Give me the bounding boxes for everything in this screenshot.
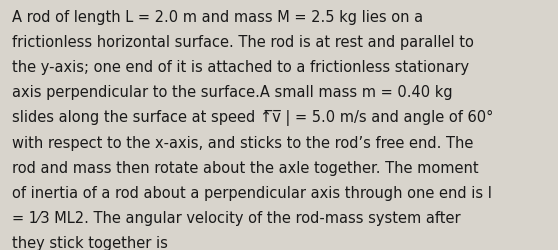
Text: A rod of length L = 2.0 m and mass M = 2.5 kg lies on a: A rod of length L = 2.0 m and mass M = 2…: [12, 10, 424, 25]
Text: they stick together is: they stick together is: [12, 235, 168, 250]
Text: with respect to the x-axis, and sticks to the rod’s free end. The: with respect to the x-axis, and sticks t…: [12, 135, 474, 150]
Text: rod and mass then rotate about the axle together. The moment: rod and mass then rotate about the axle …: [12, 160, 479, 175]
Text: axis perpendicular to the surface.A small mass m = 0.40 kg: axis perpendicular to the surface.A smal…: [12, 85, 453, 100]
Text: slides along the surface at speed ↑̅v̅ | = 5.0 m/s and angle of 60°: slides along the surface at speed ↑̅v̅ |…: [12, 110, 494, 126]
Text: frictionless horizontal surface. The rod is at rest and parallel to: frictionless horizontal surface. The rod…: [12, 35, 474, 50]
Text: the y-axis; one end of it is attached to a frictionless stationary: the y-axis; one end of it is attached to…: [12, 60, 469, 75]
Text: of inertia of a rod about a perpendicular axis through one end is I: of inertia of a rod about a perpendicula…: [12, 185, 492, 200]
Text: = 1⁄3 ML2. The angular velocity of the rod-mass system after: = 1⁄3 ML2. The angular velocity of the r…: [12, 210, 461, 225]
